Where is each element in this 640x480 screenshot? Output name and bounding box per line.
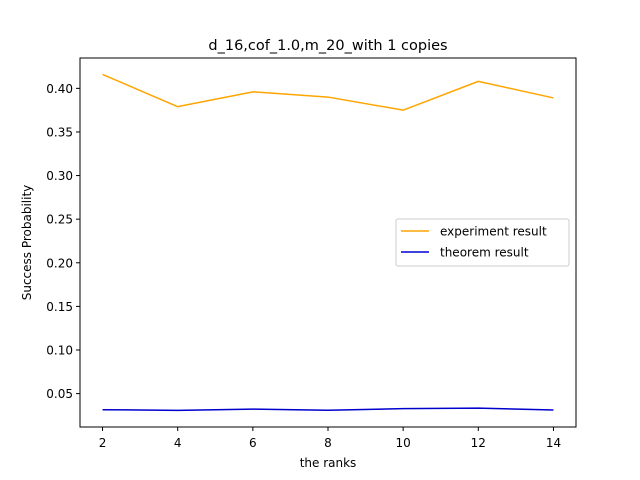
x-tick-label: 8: [324, 436, 332, 450]
series-layer: [102, 73, 554, 412]
y-axis-label: Success Probability: [20, 185, 34, 301]
legend-box: [395, 218, 570, 267]
y-tick-label: 0.10: [46, 343, 73, 357]
chart-title: d_16,cof_1.0,m_20_with 1 copies: [208, 38, 447, 54]
plot-area-frame: [79, 57, 577, 428]
legend: experiment result theorem result: [395, 218, 570, 267]
y-tick-label: 0.20: [46, 256, 73, 270]
y-tick-label: 0.35: [46, 125, 73, 139]
legend-label-theorem-result: theorem result: [440, 246, 529, 260]
series-line-0: [102, 73, 554, 111]
y-tick-label: 0.25: [46, 213, 73, 227]
x-tick-label: 10: [396, 436, 411, 450]
legend-label-experiment-result: experiment result: [440, 225, 547, 239]
series-line-1: [102, 407, 554, 412]
x-tick-label: 4: [174, 436, 182, 450]
y-tick-label: 0.15: [46, 300, 73, 314]
x-tick-label: 6: [249, 436, 257, 450]
x-tick-label: 2: [99, 436, 107, 450]
x-tick-label: 12: [471, 436, 486, 450]
y-tick-label: 0.40: [46, 82, 73, 96]
y-axis-ticks: 0.05 0.10 0.15 0.20 0.25 0.30 0.35 0.40: [46, 82, 80, 401]
x-axis-ticks: 2 4 6 8 10 12 14: [99, 427, 561, 450]
y-tick-label: 0.05: [46, 387, 73, 401]
y-tick-label: 0.30: [46, 169, 73, 183]
x-tick-label: 14: [546, 436, 561, 450]
x-axis-label: the ranks: [300, 456, 357, 470]
